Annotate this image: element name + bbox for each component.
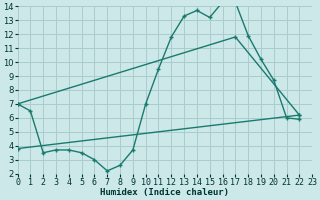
X-axis label: Humidex (Indice chaleur): Humidex (Indice chaleur)	[100, 188, 229, 197]
